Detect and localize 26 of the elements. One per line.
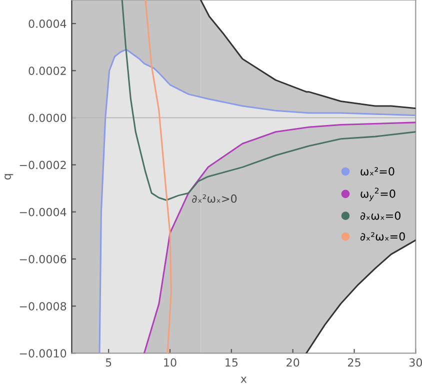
x-tick-label: 5 xyxy=(106,358,112,367)
legend-label: ∂ₓωₓ=0 xyxy=(360,211,400,220)
line-series xyxy=(144,0,172,354)
line-series xyxy=(143,122,416,354)
y-tick-label: −0.0002 xyxy=(20,160,66,170)
y-tick-label: −0.0008 xyxy=(20,302,66,310)
legend-label: ωₓ²=0 xyxy=(360,167,394,176)
line-series xyxy=(306,239,416,354)
y-axis-title: q xyxy=(4,174,14,180)
annotation: ∂ₓ²ωₓ>0 xyxy=(192,194,237,203)
line-series xyxy=(200,0,416,110)
legend-label: ω$_{y}$$^{2}$=0 xyxy=(360,188,396,202)
x-tick-label: 30 xyxy=(409,358,422,367)
legend-label: ∂ₓ²ωₓ=0 xyxy=(360,232,405,241)
x-tick-label: 15 xyxy=(226,358,238,367)
y-tick-label: 0.0004 xyxy=(28,20,66,28)
x-tick-label: 10 xyxy=(164,358,176,367)
x-tick-label: 20 xyxy=(286,358,300,367)
x-tick-label: 25 xyxy=(348,358,360,367)
y-tick-label: −0.0004 xyxy=(20,208,66,216)
y-tick-label: 0.0000 xyxy=(28,114,66,122)
x-axis-title: x xyxy=(240,376,247,383)
y-tick-label: −0.0010 xyxy=(20,349,66,358)
y-tick-label: −0.0006 xyxy=(20,254,66,264)
line-series xyxy=(121,0,416,201)
y-tick-label: 0.0002 xyxy=(28,66,66,76)
